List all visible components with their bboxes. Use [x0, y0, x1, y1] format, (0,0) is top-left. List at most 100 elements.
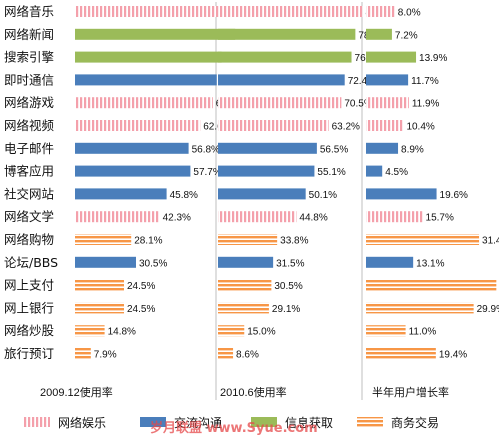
panel-3: 8.0% 7.2% 13.9% 11.7% 11.9% 10.4% 8.9% 4.5% 19.6… — [366, 6, 499, 399]
value-label: 28.1% — [134, 236, 162, 247]
value-label: 70.5% — [344, 99, 372, 110]
bar — [366, 302, 474, 314]
value-label: 62.6% — [203, 122, 231, 133]
value-label: 30.5% — [139, 258, 167, 269]
value-label: 63.2% — [332, 122, 360, 133]
value-label: 50.1% — [309, 190, 337, 201]
value-label: 57.7% — [193, 167, 221, 178]
value-label: 19.6% — [440, 190, 468, 201]
panel-2: 82.5%78.5%76.3%72.4%70.5%63.2%56.5%55.1%… — [218, 6, 394, 399]
legend-label: 交流沟通 — [174, 415, 222, 430]
bar — [75, 6, 242, 17]
bar — [366, 28, 392, 40]
bar — [75, 325, 105, 337]
bar — [218, 97, 342, 109]
category-label: 论坛/BBS — [4, 255, 58, 270]
bar — [218, 142, 317, 154]
value-label: 44.8% — [299, 213, 327, 224]
value-label: 29.9% — [477, 304, 499, 315]
bar — [366, 188, 437, 200]
bar — [218, 211, 297, 223]
bar — [218, 234, 278, 245]
value-label: 11.7% — [411, 76, 439, 87]
chart-legend: 网络娱乐 交流沟通 信息获取 商务交易 — [24, 415, 439, 430]
bar — [366, 165, 383, 177]
value-label: 56.8% — [192, 144, 220, 155]
bar — [75, 234, 132, 245]
bar — [75, 302, 124, 314]
bar — [75, 74, 217, 86]
bar — [218, 348, 234, 359]
bar — [75, 211, 160, 223]
value-label: 56.5% — [320, 144, 348, 155]
category-label: 搜索引擎 — [4, 50, 54, 65]
category-label: 网络游戏 — [4, 95, 54, 110]
bar — [218, 51, 352, 63]
legend-swatch — [251, 417, 277, 427]
bar — [75, 256, 136, 268]
value-label: 8.9% — [401, 144, 424, 155]
bar — [366, 279, 497, 291]
category-label: 博客应用 — [4, 164, 54, 179]
category-label: 网络新闻 — [4, 27, 54, 42]
bar — [366, 74, 409, 86]
value-label: 11.9% — [412, 99, 440, 110]
value-label: 11.0% — [409, 327, 437, 338]
bar — [366, 256, 414, 268]
chart-panels: 83.5%80.1%73.3%70.9%68.9%62.6%56.8%57.7%… — [40, 2, 499, 400]
bar — [75, 28, 236, 40]
value-label: 33.8% — [280, 236, 308, 247]
axis-label: 2010.6使用率 — [220, 385, 287, 399]
bar — [218, 28, 356, 40]
bar — [366, 142, 399, 154]
bar — [75, 142, 189, 154]
bar — [75, 165, 191, 177]
bar — [218, 74, 345, 86]
bar — [366, 325, 406, 337]
category-label: 网上支付 — [4, 278, 54, 293]
category-label: 网络文学 — [4, 209, 54, 224]
legend-swatch — [357, 417, 383, 427]
value-label: 72.4% — [348, 76, 376, 87]
value-label: 24.5% — [127, 281, 155, 292]
bar — [366, 51, 417, 63]
value-label: 15.0% — [247, 327, 275, 338]
bar — [75, 120, 201, 131]
bar — [75, 97, 213, 109]
bar — [366, 6, 395, 17]
legend-label: 信息获取 — [285, 415, 333, 430]
bar — [218, 325, 245, 337]
bar — [75, 188, 167, 200]
bar — [218, 6, 363, 17]
watermark: 岁月联盟 www.Syue.com — [150, 420, 318, 436]
category-label: 社交网站 — [4, 186, 54, 201]
legend-swatch — [24, 417, 50, 427]
bar — [218, 279, 272, 291]
category-label: 网上银行 — [4, 300, 54, 315]
bar — [366, 120, 404, 131]
value-label: 31.5% — [276, 258, 304, 269]
category-label: 网络购物 — [4, 232, 54, 247]
bar — [366, 348, 436, 359]
value-label: 13.9% — [419, 53, 447, 64]
bar — [218, 256, 274, 268]
category-label: 网络音乐 — [4, 4, 54, 19]
value-label: 55.1% — [317, 167, 345, 178]
category-label: 网络视频 — [4, 118, 55, 133]
value-label: 7.9% — [94, 350, 117, 361]
bar — [218, 302, 269, 314]
value-label: 14.8% — [108, 327, 136, 338]
bar — [75, 279, 124, 291]
value-label: 29.1% — [272, 304, 300, 315]
category-label: 即时通信 — [4, 72, 54, 87]
value-label: 4.5% — [385, 167, 408, 178]
bar — [218, 120, 329, 131]
bar — [366, 211, 423, 223]
bar — [366, 234, 480, 245]
value-label: 30.5% — [274, 281, 302, 292]
watermark-text: 岁月联盟 www.Syue.com — [150, 420, 318, 436]
bar — [218, 188, 306, 200]
bar — [366, 97, 409, 109]
value-label: 24.5% — [127, 304, 155, 315]
